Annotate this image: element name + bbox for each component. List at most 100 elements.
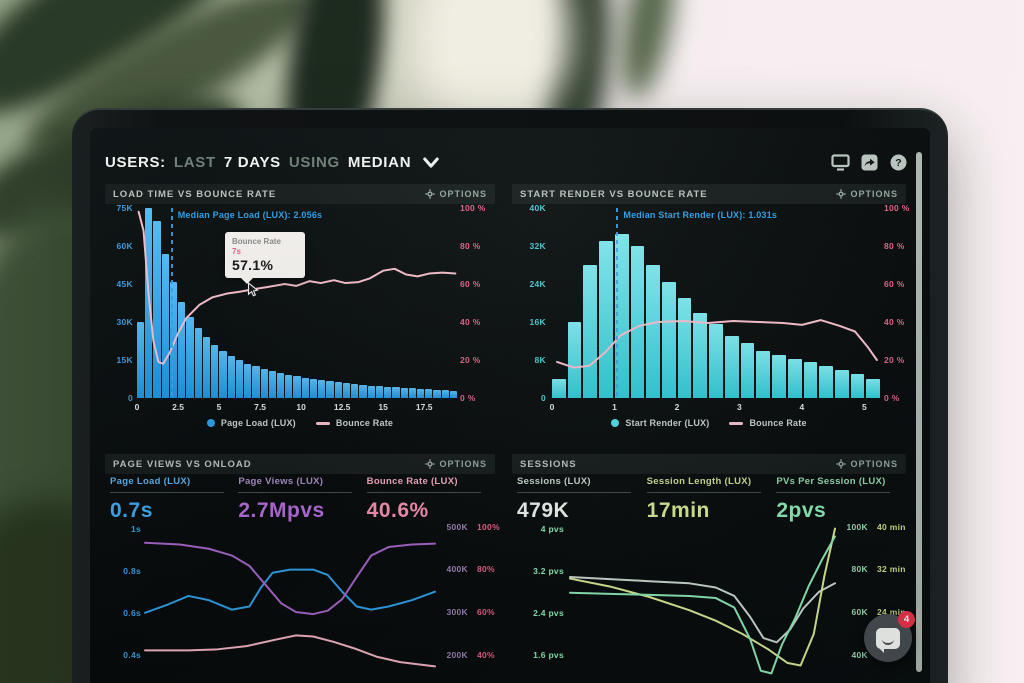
y-axis-label: 20 % <box>460 355 481 365</box>
title-segment: USING <box>288 153 340 171</box>
histogram-bar <box>425 389 433 398</box>
metric-label: Page Views (LUX) <box>238 476 353 493</box>
histogram-bar <box>276 372 285 398</box>
options-button[interactable]: OPTIONS <box>836 459 898 469</box>
tooltip-series: Bounce Rate <box>232 237 281 246</box>
x-axis-tick: 7.5 <box>254 402 266 412</box>
plot-area[interactable]: Median Start Render (LUX): 1.031s <box>552 208 880 398</box>
panel-header: SESSIONS OPTIONS <box>512 454 906 474</box>
metric: Page Views (LUX) 2.7Mpvs <box>238 476 366 523</box>
histogram-bar <box>309 379 318 398</box>
histogram-bar <box>194 328 202 398</box>
histogram-bars <box>552 208 881 398</box>
legend: Start Render (LUX) Bounce Rate <box>512 418 906 428</box>
legend-label: Start Render (LUX) <box>625 418 710 428</box>
dashboard-title-dropdown[interactable]: USERS: LAST 7 DAYS USING MEDIAN <box>105 148 439 176</box>
y-axis-label: 200K 40% <box>446 649 495 660</box>
histogram-bar <box>268 371 276 398</box>
histogram-bar <box>169 281 178 398</box>
y-axis-left: 4 pvs 3.2 pvs 2.4 pvs 1.6 pvs <box>514 518 564 676</box>
title-segment: MEDIAN <box>347 153 412 171</box>
histogram-bar <box>260 368 268 398</box>
help-icon[interactable]: ? <box>888 152 908 172</box>
histogram-bar <box>359 384 367 398</box>
scrollbar[interactable] <box>916 152 922 672</box>
legend-line-marker <box>315 421 330 425</box>
mouse-cursor-icon <box>247 282 259 297</box>
metric-value: 2.7Mpvs <box>238 499 325 522</box>
histogram-bar <box>449 390 458 398</box>
panel-header: START RENDER VS BOUNCE RATE OPTIONS <box>512 184 906 204</box>
histogram-bar <box>693 312 708 398</box>
metric: Sessions (LUX) 479K <box>517 476 647 523</box>
y-axis-label: 40 % <box>884 317 905 327</box>
metrics-row: Page Load (LUX) 0.7s Page Views (LUX) 2.7Mp… <box>110 476 495 523</box>
legend-line-marker <box>729 421 744 425</box>
display-icon[interactable] <box>830 152 850 172</box>
bounce-rate-line <box>137 208 457 398</box>
x-axis-tick: 4 <box>799 402 805 412</box>
options-button[interactable]: OPTIONS <box>836 189 898 199</box>
metric-label: Sessions (LUX) <box>517 476 631 493</box>
x-axis-tick: 5 <box>216 402 222 412</box>
legend-item[interactable]: Page Load (LUX) <box>206 418 296 428</box>
plot-area[interactable] <box>570 518 835 676</box>
y-axis-label: 40K <box>529 203 546 213</box>
histogram-bar <box>211 344 219 398</box>
y-axis-right: 100 % 80 % 60 % 40 % 20 % 0 % <box>884 203 914 403</box>
y-axis-right: 100 % 80 % 60 % 40 % 20 % 0 % <box>460 203 495 403</box>
chat-launcher-button[interactable]: 4 <box>864 611 915 662</box>
y-axis-left: 75K 60K 45K 30K 15K 0 <box>105 203 133 403</box>
y-axis-label: 40 % <box>460 317 481 327</box>
y-axis-right: 500K 100% 400K 80% 300K 60% 200K 40% <box>440 518 500 676</box>
histogram-bar <box>416 388 425 398</box>
y-axis-label: 0.4s <box>123 649 141 660</box>
panel-start-render-vs-bounce-rate: START RENDER VS BOUNCE RATE OPTIONS 40K 3… <box>512 184 909 440</box>
histogram-bar <box>161 253 169 398</box>
metric-value: 17min <box>646 499 710 522</box>
histogram-bar <box>285 374 293 398</box>
histogram-bar <box>219 351 227 398</box>
histogram-bar <box>301 377 309 398</box>
histogram-bar <box>433 389 441 398</box>
histogram-bar <box>740 343 755 398</box>
y-axis-label: 16K <box>529 317 546 327</box>
histogram-bar <box>244 363 252 398</box>
panel-title: SESSIONS <box>520 458 577 470</box>
histogram-bar <box>227 356 235 398</box>
panel-header: LOAD TIME VS BOUNCE RATE OPTIONS <box>105 184 495 204</box>
y-axis-label: 80 % <box>884 241 905 251</box>
metric-label: Bounce Rate (LUX) <box>366 476 481 493</box>
y-axis-label: 1s <box>130 523 141 534</box>
y-axis-left: 1s 0.8s 0.6s 0.4s <box>107 518 141 676</box>
y-axis-label: 0.8s <box>123 565 141 576</box>
legend-item[interactable]: Bounce Rate <box>315 418 393 428</box>
chat-bubble-icon <box>876 627 900 653</box>
y-axis-label: 20 % <box>884 355 905 365</box>
y-axis-label: 500K 100% <box>446 521 500 532</box>
chat-badge: 4 <box>898 611 915 628</box>
line-chart <box>570 518 835 676</box>
options-button[interactable]: OPTIONS <box>425 459 487 469</box>
metric-label: Session Length (LUX) <box>646 476 761 493</box>
plot-area[interactable]: Median Page Load (LUX): 2.056s Bounce Ra… <box>137 208 457 398</box>
metrics-row: Sessions (LUX) 479K Session Length (LUX) 17… <box>517 476 906 523</box>
y-axis-label: 15K <box>116 355 133 365</box>
y-axis-label: 0 <box>540 393 546 403</box>
histogram-bar <box>408 388 416 398</box>
legend-item[interactable]: Start Render (LUX) <box>611 418 709 428</box>
histogram-bar <box>787 359 802 398</box>
tooltip-value: 57.1% <box>232 257 274 273</box>
legend-item[interactable]: Bounce Rate <box>729 418 806 428</box>
histogram-bar <box>772 355 786 398</box>
histogram-bar <box>599 241 613 398</box>
options-button[interactable]: OPTIONS <box>425 189 487 199</box>
metric-label: PVs Per Session (LUX) <box>776 476 891 493</box>
chevron-down-icon <box>423 157 439 168</box>
y-axis-label: 2.4 pvs <box>533 607 564 618</box>
x-axis-tick: 2 <box>674 402 680 412</box>
plot-area[interactable] <box>145 518 435 676</box>
y-axis-label: 0.6s <box>123 607 141 618</box>
share-icon[interactable] <box>859 152 879 172</box>
histogram-bar <box>662 281 676 398</box>
